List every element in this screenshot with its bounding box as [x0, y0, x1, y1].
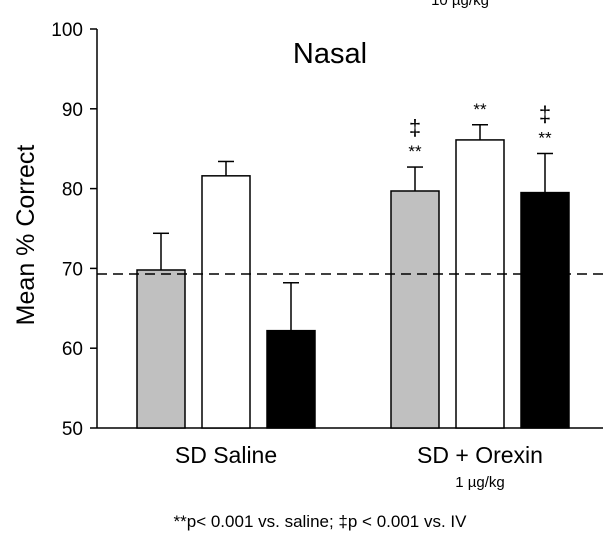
significance-dagger: ‡ — [409, 115, 421, 140]
y-tick-label: 80 — [62, 180, 83, 201]
category-label: SD + Orexin — [417, 442, 543, 468]
bar — [201, 175, 251, 429]
significance-stars: ** — [538, 128, 552, 147]
bar — [520, 191, 570, 429]
plot-area: 50 60 70 80 90 100 ** ‡ ** ** ‡ SD Saline SD + Orexi… — [51, 20, 603, 491]
y-axis-title: Mean % Correct — [12, 145, 40, 326]
significance-dagger: ‡ — [539, 101, 551, 126]
footnote: **p< 0.001 vs. saline; ‡p < 0.001 vs. IV — [174, 512, 468, 531]
bar — [266, 329, 316, 429]
category-sublabel: 1 µg/kg — [455, 474, 505, 491]
bar — [455, 139, 505, 429]
bar — [390, 190, 440, 429]
top-cut-label: 10 µg/kg — [431, 0, 489, 9]
bar — [136, 269, 186, 429]
significance-stars: ** — [408, 142, 422, 161]
y-tick-label: 50 — [62, 419, 83, 440]
chart-title: Nasal — [293, 38, 367, 70]
y-tick-label: 60 — [62, 339, 83, 360]
y-tick-label: 70 — [62, 259, 83, 280]
y-tick-label: 100 — [51, 20, 83, 41]
category-label: SD Saline — [175, 442, 277, 468]
y-tick-label: 90 — [62, 100, 83, 121]
significance-stars: ** — [473, 100, 487, 119]
